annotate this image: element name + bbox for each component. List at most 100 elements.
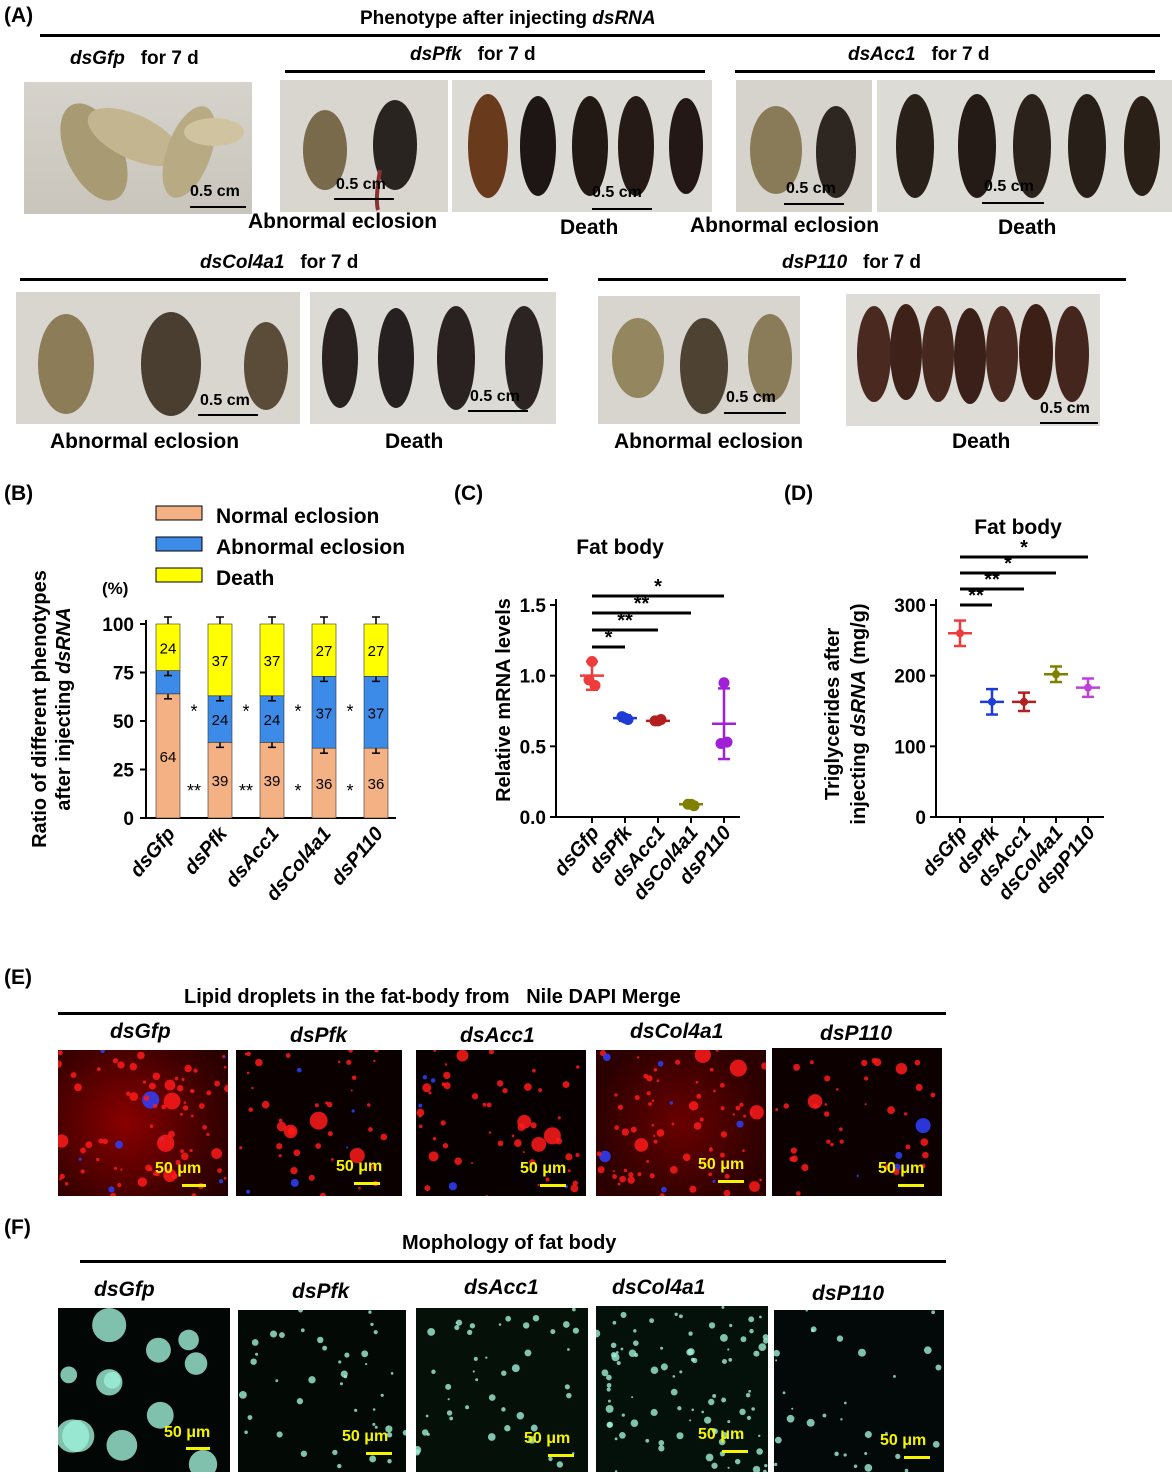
lipid-droplet [795, 1191, 801, 1196]
lipid-droplet [112, 1058, 119, 1064]
lipid-droplet [64, 1182, 69, 1186]
lipid-droplet [346, 1146, 349, 1149]
fat-body-cell [782, 1391, 786, 1395]
lipid-droplet [634, 1138, 649, 1152]
lipid-droplet [621, 1128, 629, 1136]
fat-body-cell [904, 1468, 909, 1472]
panel-e-label: (E) [4, 966, 32, 989]
lipid-droplet [278, 1118, 283, 1123]
panel-f-scale-bar-dsp110 [904, 1456, 930, 1459]
scale-label-dspfk-death: 0.5 cm [592, 184, 642, 201]
fat-body-cell [361, 1350, 369, 1358]
lipid-droplet [597, 1166, 605, 1174]
panel-b-ylabel-line1: Ratio of different phenotypes [29, 570, 51, 848]
lipid-droplet [113, 1166, 118, 1170]
lipid-droplet [688, 1101, 699, 1111]
fat-body-cell [374, 1425, 378, 1429]
significance-mark-abnormal: * [346, 701, 353, 721]
lipid-droplet [148, 1082, 156, 1090]
lipid-droplet [628, 1172, 634, 1178]
lipid-droplet [96, 1157, 100, 1162]
scale-label-dsacc1-abnormal: 0.5 cm [786, 180, 836, 197]
lipid-droplet [656, 1079, 660, 1083]
lipid-droplet [715, 1050, 719, 1052]
fat-body-cell [691, 1408, 695, 1412]
lipid-droplet [839, 1139, 844, 1144]
fat-body-cell [676, 1432, 684, 1440]
lipid-droplet [80, 1169, 85, 1174]
fat-body-cell [421, 1429, 429, 1436]
fat-body-cell [727, 1420, 731, 1424]
fat-body-cell [895, 1453, 901, 1460]
fat-body-cell [759, 1315, 762, 1319]
bar-value-label: 37 [316, 705, 333, 722]
lipid-droplet [809, 1060, 814, 1065]
fat-body-cell [385, 1425, 393, 1433]
lipid-droplet [471, 1093, 479, 1100]
fat-body-cell [843, 1453, 847, 1457]
fluorescence-image-dsp110 [772, 1048, 942, 1196]
group-rule-dspfk [285, 70, 705, 73]
lipid-droplet [614, 1093, 618, 1097]
lipid-droplet [214, 1080, 220, 1087]
fat-body-cell [485, 1356, 488, 1359]
significance-label-dsCol4a1: ** [634, 593, 650, 615]
fluorescence-image-dscol4a1 [596, 1050, 766, 1196]
fat-body-cell [473, 1356, 478, 1361]
lipid-droplet [922, 1151, 929, 1159]
fat-body-cell [402, 1429, 406, 1436]
lipid-droplet [670, 1165, 678, 1174]
fat-body-cell [660, 1363, 668, 1371]
lipid-droplet [565, 1153, 573, 1161]
fat-body-cell [606, 1382, 612, 1388]
lipid-droplet [293, 1149, 301, 1157]
lipid-droplet [348, 1050, 353, 1053]
lipid-droplet [239, 1146, 243, 1150]
panel-b-stacked-bar-chart: Normal eclosion Abnormal eclosion Death … [102, 505, 405, 900]
fat-body-cell [447, 1398, 450, 1401]
morphology-image-dscol4a1 [596, 1306, 768, 1472]
photo-dscol4a1-death [310, 292, 556, 424]
fat-body-cell [354, 1408, 358, 1412]
fat-body-cell [746, 1415, 752, 1421]
x-tick-label-dsGfp: dsGfp [126, 823, 180, 881]
fat-body-cell [456, 1319, 463, 1326]
fat-body-cell [550, 1329, 556, 1335]
fat-body-cell [721, 1432, 728, 1439]
group-header-dscol4a1: dsCol4a1 for 7 d [200, 252, 359, 273]
panel-e-label-dsgfp: dsGfp [110, 1020, 171, 1043]
fat-body-cell [857, 1348, 866, 1357]
lipid-droplet [58, 1060, 62, 1068]
scale-bar-dsp110-death [1040, 422, 1098, 424]
fat-body-cell [805, 1310, 808, 1312]
data-point-dsCol4a1 [1052, 670, 1060, 679]
lipid-droplet [337, 1060, 341, 1064]
lipid-droplet [646, 1159, 650, 1163]
bar-segment-normal [155, 693, 181, 819]
fat-body-cell [612, 1320, 617, 1325]
lipid-droplet [290, 1166, 298, 1175]
lipid-droplet [456, 1050, 469, 1062]
significance-mark-normal: ** [239, 781, 253, 801]
lipid-droplet [58, 1050, 63, 1056]
lipid-droplet [801, 1163, 809, 1172]
lipid-droplet [278, 1154, 282, 1158]
legend-swatch-abnormal [155, 536, 203, 552]
lipid-droplet [695, 1080, 699, 1084]
fat-body-cell [614, 1437, 618, 1441]
panel-e-scale-bar-dsacc1 [540, 1184, 566, 1187]
lipid-droplet [749, 1181, 760, 1192]
fat-body-cell [505, 1315, 512, 1322]
bar-value-label: 24 [264, 712, 281, 729]
fat-body-cell [344, 1352, 350, 1358]
legend-label-abnormal: Abnormal eclosion [216, 536, 405, 559]
caption-dscol4a1-death: Death [385, 430, 444, 453]
lipid-droplet [783, 1103, 790, 1109]
fat-body-cell [660, 1346, 664, 1350]
fat-body-cell [885, 1431, 888, 1435]
fat-body-cell [670, 1388, 678, 1396]
lipid-droplet [930, 1092, 936, 1098]
panel-f-label-dsp110: dsP110 [812, 1282, 884, 1305]
panel-b-ylabel-line2: after injecting dsRNA [53, 607, 75, 811]
lipid-droplet [619, 1175, 626, 1183]
